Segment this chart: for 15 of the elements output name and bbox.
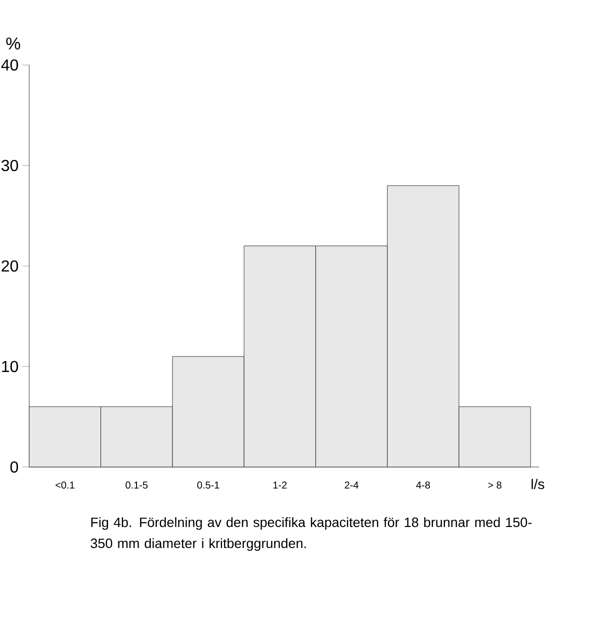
- y-tick-label: 0: [10, 461, 18, 473]
- x-tick-label: <0.1: [56, 482, 74, 489]
- x-axis-title: l/s: [532, 478, 544, 490]
- y-axis-title: %: [6, 38, 20, 50]
- x-tick-label: 0.5-1: [197, 482, 220, 489]
- y-tick-label: 30: [1, 160, 18, 172]
- caption: Fig 4b. Fördelning av den specifika kapaciteten för 18 brunnar med 150-350 mm diameter i kritberggrunden.: [90, 517, 532, 551]
- x-tick-label: 1-2: [273, 482, 287, 488]
- x-tick-label: 0.1-5: [126, 482, 148, 489]
- y-tick-label: 10: [2, 360, 18, 372]
- y-tick-label: 20: [2, 260, 18, 272]
- x-tick-label: > 8: [488, 482, 502, 489]
- x-tick-label: 4-8: [416, 482, 430, 489]
- x-tick-label: 2-4: [344, 482, 358, 488]
- y-tick-label: 40: [1, 59, 18, 71]
